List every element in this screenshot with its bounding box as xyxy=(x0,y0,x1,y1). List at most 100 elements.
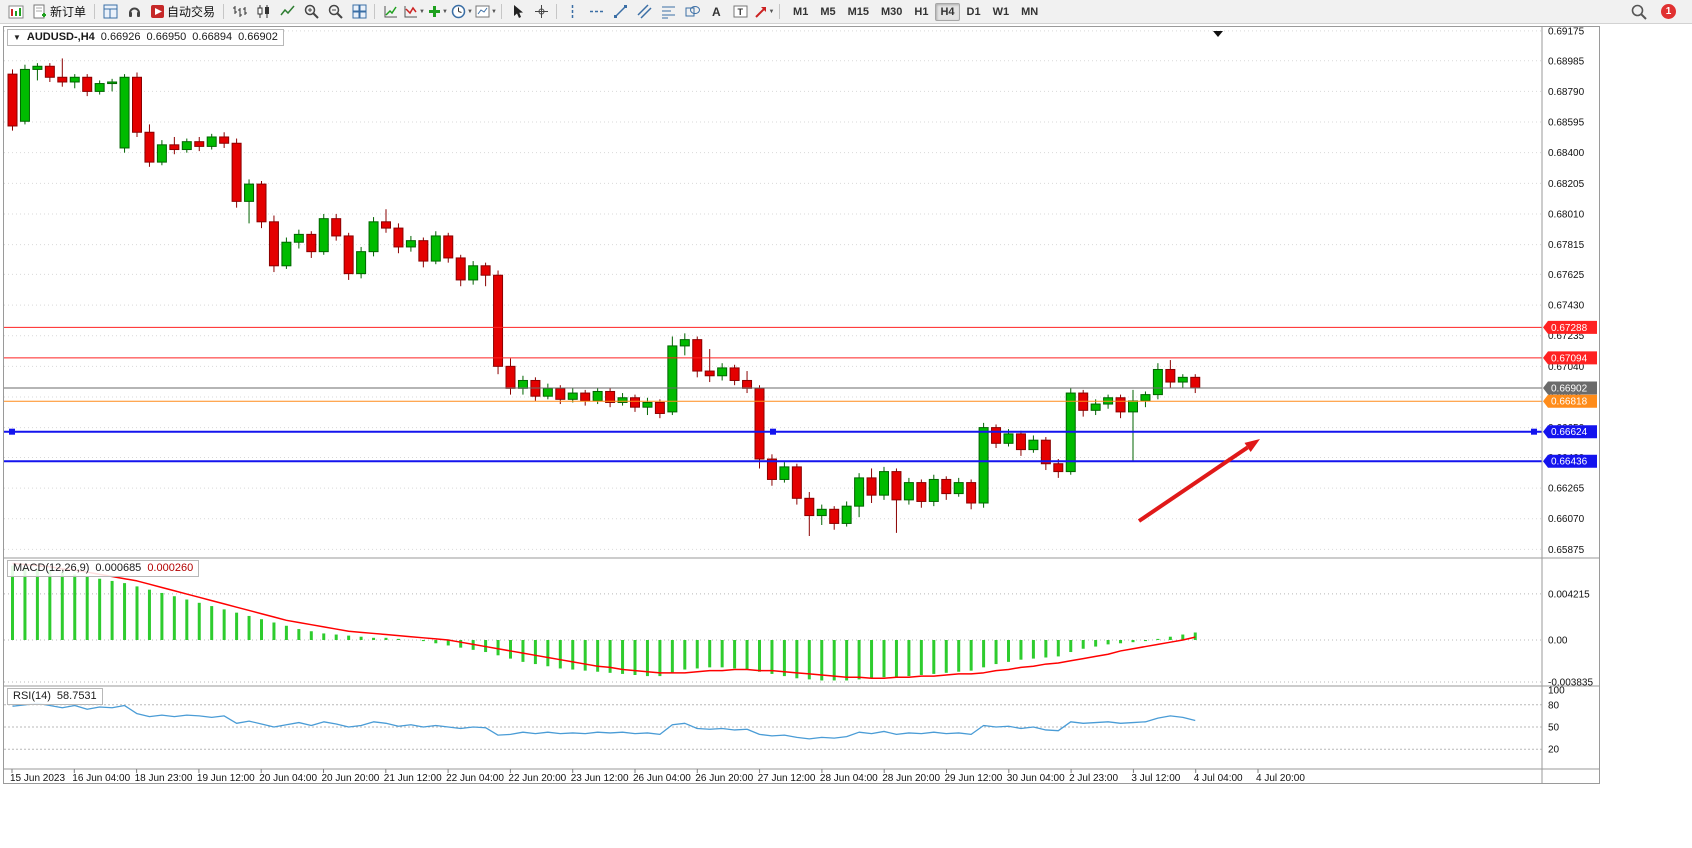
zoom-out-button[interactable] xyxy=(323,1,347,23)
time-axis-label: 16 Jun 04:00 xyxy=(72,773,130,783)
auto-trading-label: 自动交易 xyxy=(167,5,216,19)
arrows-button[interactable]: ▼ xyxy=(752,1,776,23)
candle-body xyxy=(181,141,192,151)
candle-body xyxy=(742,379,753,389)
candle-body xyxy=(717,367,728,377)
add-indicator-button[interactable]: ▼ xyxy=(426,1,450,23)
price-axis-label: 0.66070 xyxy=(1548,514,1585,525)
vertical-line-button[interactable] xyxy=(560,1,584,23)
chart-background xyxy=(4,27,1599,783)
timeframe-M15[interactable]: M15 xyxy=(847,5,869,18)
timeframe-M5[interactable]: M5 xyxy=(820,5,836,18)
price-tag-label: 0.67288 xyxy=(1551,323,1588,334)
indicators-button[interactable] xyxy=(378,1,402,23)
templates-button[interactable]: ▼ xyxy=(474,1,498,23)
ohlc-close: 0.66902 xyxy=(238,31,278,43)
symbol-dropdown-icon[interactable]: ▼ xyxy=(13,33,21,42)
candle-body xyxy=(156,144,167,163)
auto-trading-button[interactable]: 自动交易 xyxy=(146,1,220,23)
candle-body xyxy=(1177,376,1188,383)
support-button[interactable] xyxy=(122,1,146,23)
price-axis-label: 0.67625 xyxy=(1548,270,1585,281)
candle-body xyxy=(455,257,466,281)
candle-body xyxy=(281,241,292,267)
line-chart-button[interactable] xyxy=(275,1,299,23)
timeframe-H4[interactable]: H4 xyxy=(935,2,960,21)
equidistant-channel-button[interactable] xyxy=(632,1,656,23)
rsi-axis-label: 100 xyxy=(1548,686,1565,697)
line-chart-icon xyxy=(279,5,295,16)
notification-badge[interactable]: 1 xyxy=(1661,4,1676,19)
line-handle[interactable] xyxy=(1531,428,1537,435)
cursor-button[interactable] xyxy=(505,1,529,23)
shapes-icon xyxy=(685,6,700,17)
price-tag xyxy=(1543,394,1597,408)
search-button[interactable] xyxy=(1627,1,1651,23)
arrows-icon xyxy=(754,6,766,18)
toolbar-separator xyxy=(556,4,558,19)
candle-body xyxy=(107,81,118,85)
candle-body xyxy=(82,76,93,92)
new-order-button[interactable]: 新订单 xyxy=(28,1,91,23)
new-chart-button[interactable] xyxy=(4,1,28,23)
indicator-list-button[interactable]: ▼ xyxy=(402,1,426,23)
candle-body xyxy=(268,221,279,267)
chart-canvas[interactable]: 0.69175 0.68985 0.68790 0.68595 0.68400 0.682… xyxy=(4,27,1599,783)
candle-body xyxy=(132,76,142,133)
trend-arrow-head[interactable] xyxy=(1244,439,1260,452)
candle-body xyxy=(32,65,43,70)
timeframe-D1[interactable]: D1 xyxy=(966,5,981,18)
trendline-button[interactable] xyxy=(608,1,632,23)
horizontal-line-button[interactable] xyxy=(584,1,608,23)
bar-chart-button[interactable] xyxy=(227,1,251,23)
candle-body xyxy=(44,65,55,78)
crosshair-button[interactable] xyxy=(529,1,553,23)
time-axis-label: 4 Jul 20:00 xyxy=(1256,773,1305,783)
text-button[interactable]: A xyxy=(704,1,728,23)
layouts-button[interactable] xyxy=(98,1,122,23)
candle-body xyxy=(941,478,952,495)
macd-label: MACD(12,26,9) 0.000685 0.000260 xyxy=(7,560,200,577)
candle-body xyxy=(978,427,989,504)
horizontal-line-icon xyxy=(589,10,603,13)
candle-body xyxy=(1015,433,1026,451)
time-axis-label: 28 Jun 04:00 xyxy=(820,773,878,783)
line-handle[interactable] xyxy=(770,428,776,435)
line-handle[interactable] xyxy=(9,428,15,435)
svg-text:A: A xyxy=(712,5,721,19)
periods-button[interactable]: ▼ xyxy=(450,1,474,23)
drop-caret-icon: ▼ xyxy=(467,8,473,15)
rsi-axis-label: 50 xyxy=(1548,723,1560,734)
time-axis-label: 20 Jun 04:00 xyxy=(259,773,317,783)
text-label-button[interactable]: T xyxy=(728,1,752,23)
candle-body xyxy=(57,76,68,83)
search-icon xyxy=(1631,4,1647,20)
candle-body xyxy=(879,471,889,496)
time-axis-label: 28 Jun 20:00 xyxy=(882,773,940,783)
price-tag-label: 0.66436 xyxy=(1551,457,1588,468)
candle-body xyxy=(766,458,777,480)
candlestick-chart-button[interactable] xyxy=(251,1,275,23)
new-order-icon xyxy=(33,4,46,19)
trend-arrow-shaft[interactable] xyxy=(1137,445,1249,523)
candle-body xyxy=(468,265,479,281)
tile-windows-button[interactable] xyxy=(347,1,371,23)
timeframe-H1[interactable]: H1 xyxy=(914,5,929,18)
candle-body xyxy=(356,251,367,275)
text-icon: A xyxy=(712,5,721,19)
toolbar-separator xyxy=(223,4,225,19)
shapes-button[interactable] xyxy=(680,1,704,23)
timeframe-W1[interactable]: W1 xyxy=(992,5,1010,18)
macd-value: 0.000685 xyxy=(95,562,142,574)
macd-axis-label: -0.003835 xyxy=(1548,677,1593,688)
candle-body xyxy=(1053,463,1064,473)
candle-body xyxy=(692,339,703,372)
candle-body xyxy=(779,466,790,480)
zoom-in-button[interactable] xyxy=(299,1,323,23)
timeframe-M1[interactable]: M1 xyxy=(793,5,809,18)
candle-body xyxy=(1115,397,1126,413)
fibonacci-button[interactable] xyxy=(656,1,680,23)
timeframe-MN[interactable]: MN xyxy=(1021,5,1039,18)
candle-body xyxy=(1003,433,1014,444)
timeframe-M30[interactable]: M30 xyxy=(881,5,903,18)
